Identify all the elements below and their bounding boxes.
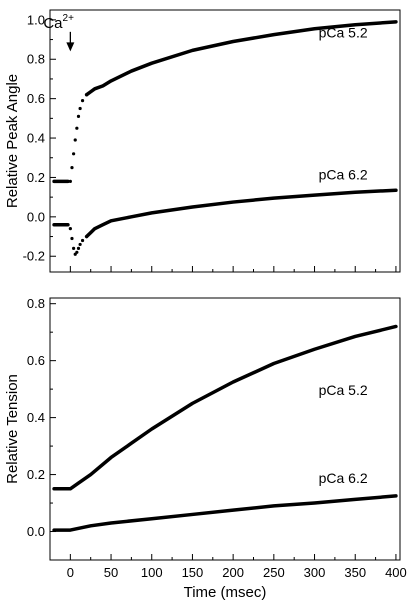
data-point (78, 242, 82, 247)
data-point (76, 246, 81, 250)
x-tick-label: 200 (222, 565, 244, 580)
series-line (52, 324, 398, 491)
x-tick-label: 350 (344, 565, 366, 580)
data-point (72, 152, 76, 156)
x-tick-label: 300 (304, 565, 326, 580)
arrow-head-icon (66, 42, 75, 52)
y-tick-label: 0.8 (27, 52, 45, 67)
data-point (70, 236, 74, 241)
series-label: pCa 5.2 (319, 25, 368, 41)
y-tick-label: 0.2 (27, 170, 45, 185)
y-tick-label: 0.4 (27, 131, 45, 146)
data-point (70, 165, 74, 170)
data-point (68, 179, 72, 183)
plot-frame (49, 297, 401, 561)
y-tick-label: 0.4 (27, 410, 45, 425)
calcium-annotation: Ca2+ (43, 13, 74, 32)
x-axis-title: Time (msec) (184, 584, 267, 601)
series-label: pCa 6.2 (319, 166, 368, 182)
y-tick-label: 1.0 (27, 12, 45, 27)
bottom-panel: 0 50 100 150 200 250 300 350 400 0.0 0.2 0.4 0.6 0.8 R… (4, 296, 407, 601)
y-tick-label: 0.0 (27, 524, 45, 539)
calcium-annotation-text: Ca (43, 15, 63, 32)
data-point (80, 238, 85, 243)
plot-frame (49, 9, 401, 273)
series-line (84, 20, 398, 97)
y-tick-label: 0.2 (27, 467, 45, 482)
data-point (76, 114, 81, 118)
data-point (75, 250, 79, 254)
calcium-annotation-superscript: 2+ (63, 13, 75, 24)
y-tick-label: 0.6 (27, 91, 45, 106)
data-point (78, 106, 82, 111)
series-label: pCa 5.2 (319, 382, 368, 398)
y-tick-label: 0.0 (27, 209, 45, 224)
x-tick-label: 250 (263, 565, 285, 580)
data-point (68, 227, 72, 231)
top-panel: -0.2 0.0 0.2 0.4 0.6 0.8 1.0 Relative Peak Angl… (4, 9, 401, 273)
x-tick-label: 150 (182, 565, 204, 580)
y-tick-label: -0.2 (23, 249, 45, 264)
y-axis-title: Relative Tension (4, 374, 21, 484)
series-line (84, 188, 398, 239)
x-tick-label: 0 (67, 565, 74, 580)
y-tick-label: 0.8 (27, 296, 45, 311)
series-label: pCa 6.2 (319, 470, 368, 486)
data-point (72, 246, 76, 250)
data-point (80, 99, 85, 103)
y-axis-title: Relative Peak Angle (4, 74, 21, 208)
y-tick-label: 0.6 (27, 353, 45, 368)
data-point (75, 126, 79, 130)
data-point (73, 138, 77, 142)
series-line (52, 494, 398, 532)
x-tick-label: 100 (141, 565, 163, 580)
x-tick-label: 400 (385, 565, 407, 580)
x-tick-label: 50 (104, 565, 118, 580)
